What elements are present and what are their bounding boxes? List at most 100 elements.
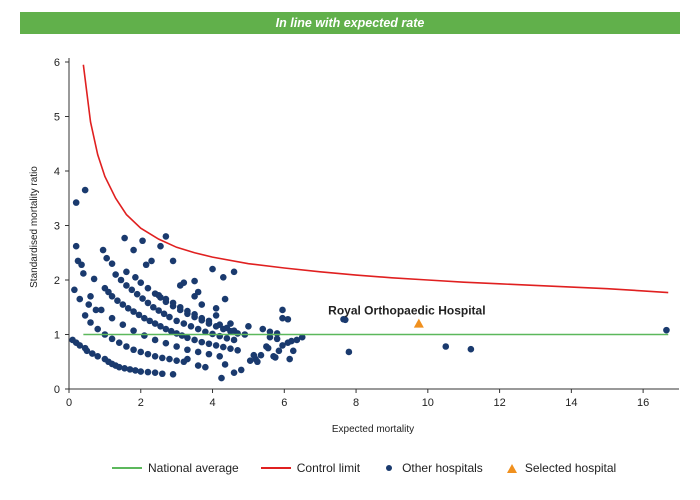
- other-hospital-point: [160, 310, 168, 318]
- other-hospital-point: [119, 321, 127, 328]
- other-hospital-point: [202, 363, 209, 371]
- other-hospital-point: [162, 233, 170, 240]
- x-tick-label: 4: [209, 397, 215, 409]
- other-hospital-point: [151, 336, 159, 344]
- x-tick-label: 12: [493, 397, 505, 409]
- other-hospital-point: [130, 346, 137, 354]
- other-hospital-point: [293, 336, 301, 344]
- other-hospital-point: [72, 242, 80, 250]
- legend-label: Control limit: [296, 461, 361, 475]
- other-hospital-point: [151, 369, 159, 376]
- other-hospital-point: [237, 366, 245, 374]
- other-hospital-point: [83, 347, 91, 355]
- other-hospital-point: [144, 368, 152, 376]
- other-hospital-point: [108, 335, 116, 343]
- other-hospital-point: [345, 348, 353, 356]
- other-hospital-point: [259, 325, 267, 333]
- other-hospital-point: [205, 340, 213, 348]
- other-hospital-point: [139, 237, 146, 245]
- other-hospital-point: [94, 325, 102, 333]
- other-hospital-point: [123, 268, 130, 276]
- other-hospital-point: [266, 328, 274, 336]
- chart-legend: National average Control limit Other hos…: [112, 458, 638, 478]
- other-hospital-point: [108, 260, 116, 267]
- other-hospital-point: [187, 323, 195, 330]
- other-hospital-point: [173, 357, 180, 364]
- other-hospital-point: [176, 303, 184, 311]
- other-hospital-point: [663, 326, 670, 334]
- other-hospital-point: [144, 299, 152, 307]
- other-hospital-point: [216, 321, 224, 328]
- other-hospital-point: [71, 286, 78, 294]
- legend-triangle-icon: [506, 463, 517, 473]
- other-hospital-point: [146, 317, 154, 325]
- other-hospital-point: [130, 327, 137, 334]
- other-hospital-point: [234, 347, 241, 354]
- other-hospital-point: [155, 291, 163, 299]
- other-hospital-point: [266, 333, 274, 341]
- other-hospital-point: [114, 297, 121, 305]
- other-hospital-point: [115, 339, 123, 346]
- other-hospital-point: [150, 303, 157, 311]
- other-hospital-point: [135, 311, 143, 319]
- y-axis-label: Standardised mortality ratio: [29, 166, 40, 288]
- other-hospital-point: [184, 334, 191, 342]
- other-hospital-point: [286, 355, 293, 363]
- other-hospital-point: [81, 312, 89, 319]
- other-hospital-point: [158, 370, 166, 378]
- other-hospital-point: [141, 332, 148, 339]
- other-hospital-point: [230, 327, 238, 334]
- legend-control-limit: Control limit: [260, 461, 361, 475]
- other-hospital-point: [169, 257, 177, 265]
- other-hospital-point: [219, 273, 227, 281]
- other-hospital-point: [126, 366, 134, 373]
- other-hospital-point: [194, 325, 202, 333]
- other-hospital-point: [216, 353, 224, 360]
- other-hospital-point: [99, 246, 107, 254]
- other-hospital-point: [221, 361, 229, 368]
- other-hospital-point: [121, 234, 128, 242]
- other-hospital-point: [289, 347, 297, 355]
- y-tick-label: 6: [54, 57, 60, 69]
- other-hospital-point: [205, 317, 213, 325]
- other-hospital-point: [119, 301, 127, 308]
- other-hospital-point: [227, 320, 234, 327]
- other-hospital-point: [148, 257, 155, 265]
- other-hospital-point: [227, 345, 234, 352]
- other-hospital-point: [137, 368, 145, 375]
- x-tick-label: 8: [353, 397, 359, 409]
- other-hospital-point: [124, 305, 132, 312]
- other-hospital-point: [191, 293, 198, 300]
- other-hospital-point: [108, 293, 116, 300]
- other-hospital-point: [162, 295, 170, 303]
- other-hospital-point: [212, 305, 220, 312]
- other-hospital-point: [123, 343, 130, 350]
- other-hospital-point: [76, 295, 84, 303]
- other-hospital-point: [103, 254, 110, 262]
- other-hospital-point: [133, 290, 141, 298]
- other-hospital-point: [162, 325, 170, 333]
- other-hospital-point: [194, 348, 202, 356]
- x-tick-label: 0: [66, 397, 72, 409]
- other-hospital-point: [169, 370, 177, 378]
- other-hospital-point: [144, 350, 152, 358]
- legend-national-average: National average: [112, 461, 239, 475]
- other-hospital-point: [180, 320, 188, 327]
- other-hospital-point: [230, 336, 238, 344]
- other-hospital-point: [94, 353, 102, 360]
- legend-line-red: [260, 467, 291, 469]
- other-hospital-point: [279, 314, 286, 322]
- other-hospital-point: [191, 311, 198, 318]
- other-hospital-point: [184, 307, 191, 315]
- control-limit-curve: [82, 64, 669, 294]
- other-hospital-point: [263, 343, 270, 350]
- other-hospital-point: [139, 295, 146, 302]
- other-hospital-point: [141, 314, 148, 322]
- other-hospital-point: [85, 301, 93, 308]
- other-hospital-point: [218, 374, 225, 382]
- other-hospital-point: [298, 333, 306, 341]
- y-tick-label: 2: [54, 275, 60, 287]
- other-hospital-point: [254, 358, 261, 366]
- other-hospital-point: [92, 306, 100, 314]
